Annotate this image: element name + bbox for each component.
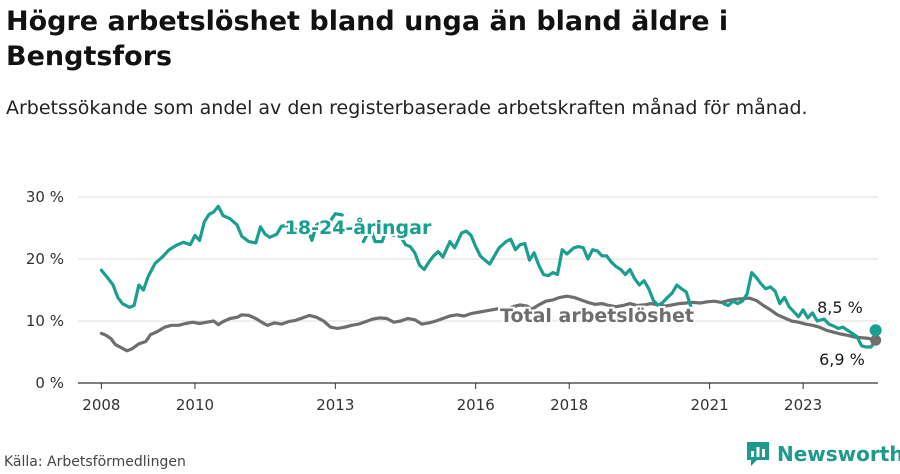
newsworthy-logo-icon [747, 442, 769, 466]
end-value-label-youth: 8,5 % [817, 298, 863, 317]
brand-name: Newsworthy [777, 442, 900, 466]
axes: 0 % 10 % 20 % 30 % 2008 2010 2013 2016 2018 2021 2… [26, 188, 878, 414]
source-note: Källa: Arbetsförmedlingen [4, 454, 186, 470]
series-line-youth [361, 226, 693, 309]
series-labels: 8,5 % 6,9 % 18-24-åringar Total arbetslöshe… [283, 213, 865, 369]
y-tick-label: 30 % [26, 188, 64, 206]
series-end-point-youth [869, 324, 882, 337]
series-line-youth [721, 271, 878, 349]
x-tick-label: 2008 [82, 396, 120, 414]
x-tick-label: 2021 [690, 396, 728, 414]
series-line-youth [99, 204, 344, 309]
x-tick-label: 2016 [457, 396, 495, 414]
x-tick-label: 2018 [550, 396, 588, 414]
x-tick-label: 2010 [176, 396, 214, 414]
series-line-total [99, 294, 878, 353]
y-tick-label: 0 % [35, 374, 64, 392]
y-tick-label: 20 % [26, 250, 64, 268]
series-label-total: Total arbetslöshet [500, 305, 694, 327]
series-lines [99, 204, 882, 353]
x-tick-label: 2023 [784, 396, 822, 414]
series-end-point-total [870, 334, 882, 346]
chart-title: Högre arbetslöshet bland unga än bland ä… [6, 6, 729, 72]
brand-logo[interactable]: Newsworthy [745, 440, 900, 468]
x-tick-label: 2013 [316, 396, 354, 414]
series-label-youth: 18-24-åringar [285, 215, 432, 239]
chart-subtitle: Arbetssökande som andel av den registerb… [6, 97, 808, 119]
y-tick-label: 10 % [26, 312, 64, 330]
end-value-label-total: 6,9 % [819, 350, 865, 369]
line-chart: 0 % 10 % 20 % 30 % 2008 2010 2013 2016 2018 2021 2… [26, 188, 882, 414]
